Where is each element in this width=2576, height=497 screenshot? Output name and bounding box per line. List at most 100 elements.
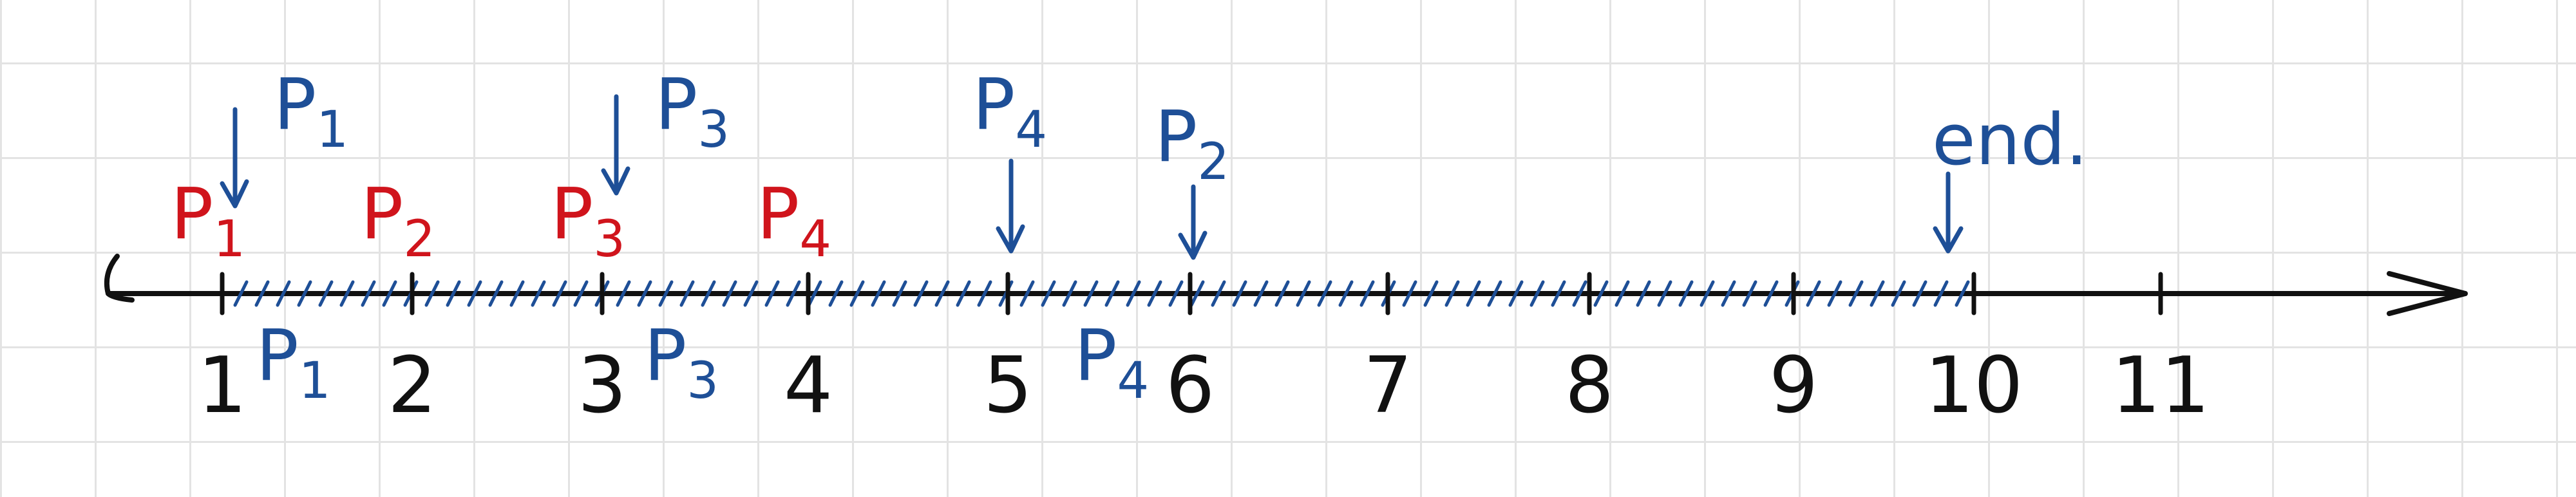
hatch-stroke-41: [1104, 280, 1120, 307]
start-marker-p1-sub: 1: [316, 101, 348, 159]
hatch-stroke-66: [1636, 280, 1651, 307]
hatch-stroke-3: [297, 280, 312, 307]
hatch-stroke-76: [1848, 280, 1864, 307]
hatch-stroke-61: [1530, 280, 1545, 307]
hatch-stroke-58: [1466, 280, 1481, 307]
tick-marks: [220, 272, 2163, 315]
tick-labels: 1 2 3 4 5 6 7 8 9 10 11: [198, 341, 2210, 431]
hatch-stroke-81: [1955, 280, 1970, 307]
tick-label-8: 8: [1565, 341, 1614, 431]
hatch-stroke-57: [1444, 280, 1460, 307]
hatch-stroke-38: [1041, 280, 1056, 307]
hatch-stroke-44: [1168, 280, 1184, 307]
hatch-stroke-48: [1253, 280, 1269, 307]
hatch-stroke-63: [1572, 280, 1587, 307]
timeline-axis: [104, 254, 2468, 316]
hatch-stroke-14: [531, 280, 546, 307]
hatch-stroke-27: [807, 280, 822, 307]
start-markers: P1 P3 P4 P2: [220, 63, 1229, 260]
tick-label-6: 6: [1166, 341, 1215, 431]
hatch-stroke-23: [722, 280, 737, 307]
hatch-stroke-26: [786, 280, 801, 307]
hatch-stroke-11: [467, 280, 482, 307]
end-arrow: [1933, 171, 1964, 254]
hatch-stroke-35: [977, 280, 992, 307]
hatch-stroke-42: [1126, 280, 1141, 307]
start-marker-p1: P1: [274, 63, 348, 159]
hatch-stroke-21: [679, 280, 695, 307]
tick-label-11: 11: [2112, 341, 2210, 431]
hatch-stroke-47: [1232, 280, 1247, 307]
start-marker-p3-sub: 3: [697, 101, 730, 159]
tick-label-1: 1: [198, 341, 247, 431]
completion-label-p3: P3: [644, 314, 719, 410]
hatch-stroke-50: [1296, 280, 1311, 307]
hatch-stroke-18: [616, 280, 631, 307]
start-marker-p4-sub: 4: [1015, 101, 1047, 159]
hatch-stroke-6: [361, 280, 376, 307]
arrival-label-p2-sub: 2: [403, 211, 435, 268]
tick-label-3: 3: [578, 341, 627, 431]
busy-hatching: [233, 280, 1970, 307]
hatch-stroke-64: [1593, 280, 1609, 307]
hatch-stroke-77: [1870, 280, 1885, 307]
marker-arrow-p2: [1178, 184, 1208, 260]
hatch-stroke-20: [658, 280, 674, 307]
start-marker-p3: P3: [655, 63, 730, 159]
marker-arrow-p3: [601, 94, 630, 196]
hatch-stroke-7: [382, 280, 397, 307]
end-marker: end.: [1932, 98, 2088, 254]
start-marker-p2-sub: 2: [1197, 133, 1229, 191]
hatch-stroke-39: [1062, 280, 1077, 307]
tick-label-4: 4: [784, 341, 833, 431]
hatch-stroke-72: [1763, 280, 1779, 307]
hatch-stroke-1: [254, 280, 270, 307]
hatch-stroke-52: [1338, 280, 1354, 307]
hatch-stroke-78: [1891, 280, 1906, 307]
hatch-stroke-67: [1657, 280, 1672, 307]
hatch-stroke-12: [488, 280, 504, 307]
hatch-stroke-9: [424, 280, 440, 307]
hatch-stroke-53: [1359, 280, 1375, 307]
hatch-stroke-5: [339, 280, 355, 307]
hatch-stroke-32: [913, 280, 929, 307]
hatch-stroke-34: [956, 280, 971, 307]
hatch-stroke-22: [701, 280, 716, 307]
hatch-stroke-74: [1806, 280, 1821, 307]
hatch-stroke-75: [1827, 280, 1842, 307]
tick-label-2: 2: [388, 341, 437, 431]
hatch-stroke-33: [934, 280, 950, 307]
tick-label-5: 5: [983, 341, 1032, 431]
hatch-stroke-60: [1508, 280, 1524, 307]
hatch-stroke-0: [233, 280, 249, 307]
hatch-stroke-65: [1615, 280, 1630, 307]
tick-label-9: 9: [1769, 341, 1818, 431]
completion-label-p1-sub: 1: [299, 352, 331, 410]
start-marker-p2: P2: [1155, 95, 1229, 191]
hatch-stroke-80: [1933, 280, 1949, 307]
arrival-labels: P1 P2 P3 P4: [171, 173, 831, 268]
hatch-stroke-55: [1402, 280, 1417, 307]
arrival-label-p4: P4: [757, 173, 831, 268]
hatch-stroke-30: [871, 280, 886, 307]
completion-label-p3-sub: 3: [687, 352, 719, 410]
hatch-stroke-24: [743, 280, 759, 307]
start-marker-p4: P4: [972, 63, 1047, 159]
hatch-stroke-45: [1189, 280, 1205, 307]
hatch-stroke-19: [637, 280, 652, 307]
hatch-stroke-13: [509, 280, 525, 307]
left-arrowhead: [104, 254, 135, 303]
arrival-label-p3-sub: 3: [593, 211, 625, 268]
hatch-stroke-49: [1274, 280, 1290, 307]
arrival-label-p2: P2: [361, 173, 435, 268]
hatch-stroke-37: [1019, 280, 1035, 307]
arrival-label-p4-sub: 4: [799, 211, 831, 268]
hatch-stroke-10: [446, 280, 461, 307]
tick-label-10: 10: [1925, 341, 2023, 431]
hatch-stroke-16: [573, 280, 589, 307]
hatch-stroke-71: [1742, 280, 1757, 307]
hatch-stroke-62: [1551, 280, 1566, 307]
completion-label-p1: P1: [256, 314, 331, 410]
hatch-stroke-70: [1721, 280, 1736, 307]
